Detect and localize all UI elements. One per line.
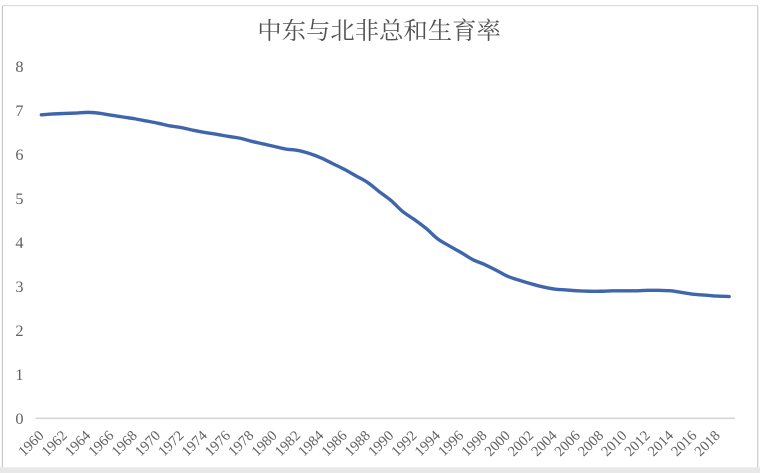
svg-text:0: 0 <box>15 409 23 428</box>
svg-text:3: 3 <box>15 277 23 296</box>
svg-text:4: 4 <box>15 233 23 252</box>
svg-text:1: 1 <box>15 365 23 384</box>
svg-text:5: 5 <box>15 189 23 208</box>
svg-text:6: 6 <box>15 145 23 164</box>
svg-text:7: 7 <box>15 101 23 120</box>
svg-text:2: 2 <box>15 321 23 340</box>
svg-text:8: 8 <box>15 57 23 76</box>
